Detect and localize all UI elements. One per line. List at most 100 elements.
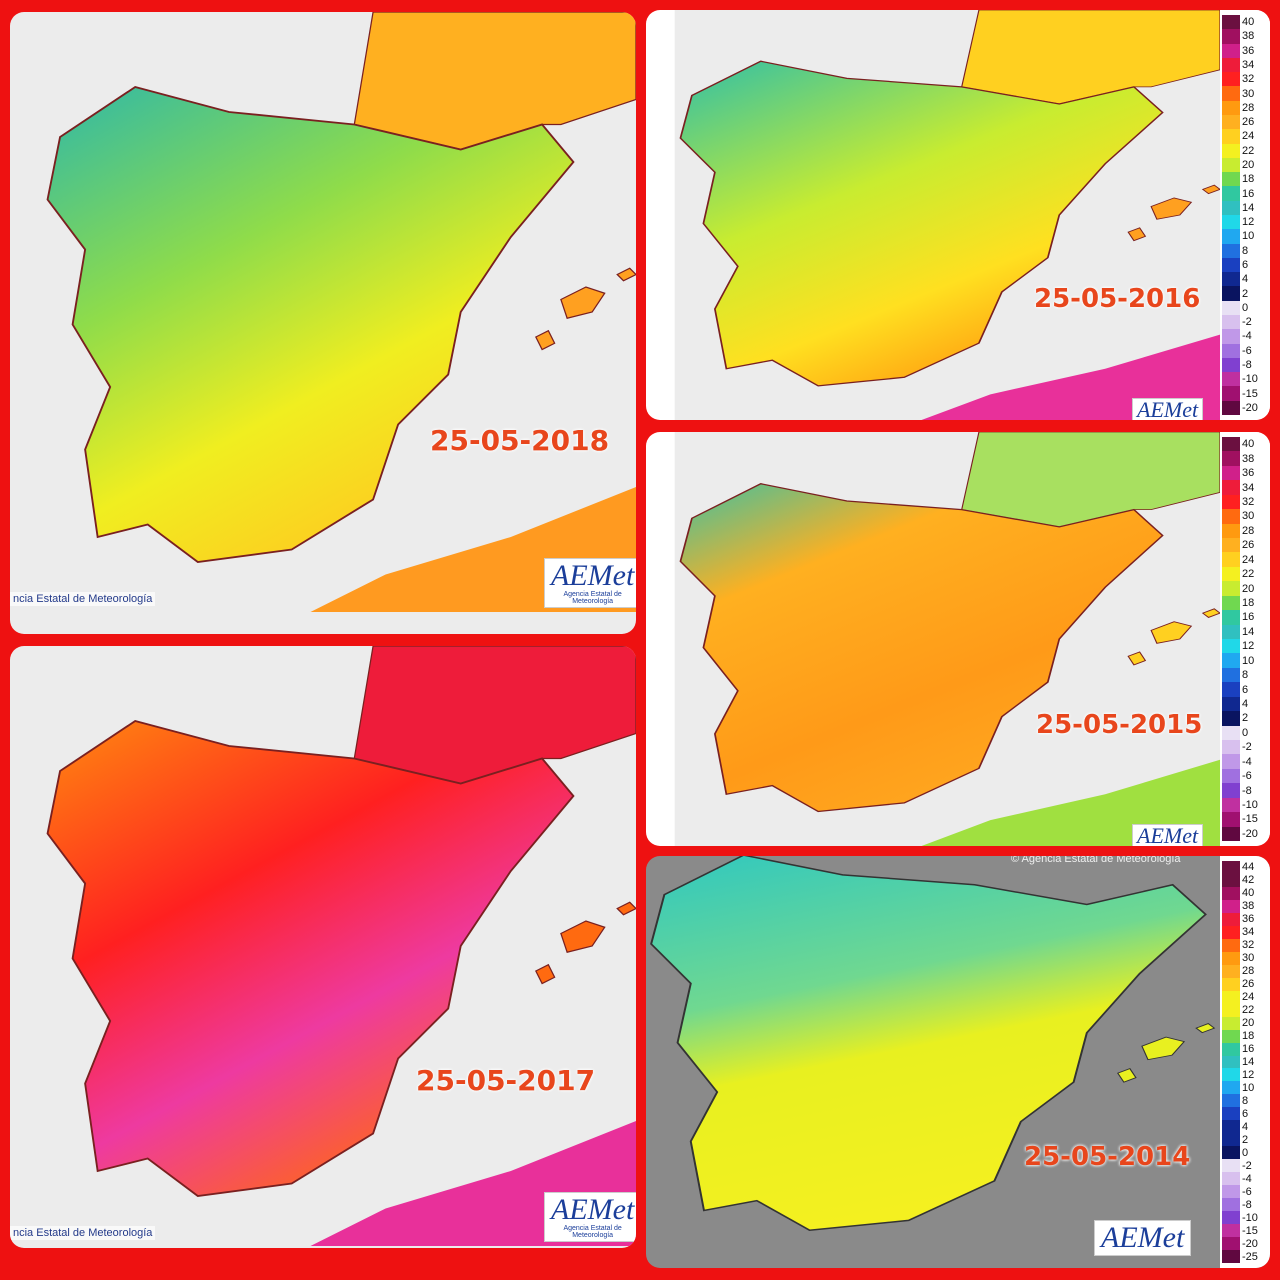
scale-label: 8 [1242,244,1249,257]
scale-label: 36 [1242,913,1255,926]
scale-label: 16 [1242,187,1255,200]
scale-swatch [1222,129,1240,145]
scale-label: 20 [1242,582,1255,595]
scale-swatch [1222,1172,1240,1186]
scale-label: 28 [1242,965,1255,978]
scale-swatch [1222,15,1240,30]
date-label: 25-05-2018 [430,424,610,457]
scale-label: -20 [1242,827,1258,840]
scale-swatch [1222,343,1240,359]
scale-swatch [1222,624,1240,640]
scale-swatch [1222,200,1240,216]
scale-label: 2 [1242,712,1249,725]
scale-swatch [1222,912,1240,927]
logo-text: AEMet [1137,397,1199,421]
scale-swatch [1222,523,1240,539]
scale-swatch [1222,1237,1240,1251]
scale-label: 14 [1242,1056,1255,1068]
scale-label: 4 [1242,697,1249,710]
logo-text: AEMet [551,559,635,592]
scale-swatch [1222,899,1240,914]
scale-label: -4 [1242,755,1252,768]
scale-swatch [1222,768,1240,784]
scale-label: 6 [1242,1107,1249,1120]
date-label: 25-05-2014 [1024,1142,1191,1172]
scale-swatch [1222,595,1240,611]
scale-swatch [1222,494,1240,510]
map [646,856,1220,1268]
scale-label: 18 [1242,173,1255,186]
scale-label: -4 [1242,1172,1252,1185]
scale-swatch [1222,1250,1240,1264]
scale-swatch [1222,783,1240,799]
scale-label: -25 [1242,1250,1258,1263]
scale-swatch [1222,509,1240,525]
scale-swatch [1222,725,1240,741]
scale-swatch [1222,157,1240,173]
credit: © Agencia Estatal de Meteorología [1011,856,1181,865]
map-panel: 25-05-2017 ncia Estatal de Meteorología … [10,646,636,1248]
scale-label: 26 [1242,539,1255,552]
scale-label: 40 [1242,16,1255,29]
scale-label: -2 [1242,1159,1252,1172]
scale-swatch [1222,740,1240,755]
scale-label: 32 [1242,939,1255,952]
scale-swatch [1222,1094,1240,1108]
logo: AEMet Agencia Estatal de Meteorología [544,558,636,608]
scale-label: 36 [1242,44,1255,57]
map-panel: 25-05-2015 AEMet 40 38 36 34 32 30 28 26 24 22 20 1… [646,432,1270,846]
scale-label: 14 [1242,201,1255,214]
scale-swatch [1222,925,1240,940]
scale-swatch [1222,100,1240,116]
scale-swatch [1222,72,1240,87]
scale-swatch [1222,243,1240,259]
scale-swatch [1222,1133,1240,1147]
map [674,10,1220,420]
scale-label: 10 [1242,230,1255,243]
scale-swatch [1222,1198,1240,1212]
scale-swatch [1222,386,1240,402]
scale-label: 14 [1242,625,1255,638]
map [10,12,636,612]
scale-swatch [1222,86,1240,102]
scale-swatch [1222,1003,1240,1018]
date-label: 25-05-2017 [416,1064,596,1097]
scale-swatch [1222,990,1240,1005]
scale-swatch [1222,886,1240,901]
scale-swatch [1222,861,1240,875]
scale-swatch [1222,437,1240,452]
logo-text: AEMet [1101,1221,1185,1254]
scale-label: -10 [1242,1211,1258,1224]
scale-label: 30 [1242,952,1255,965]
scale-label: 28 [1242,524,1255,537]
scale-label: -8 [1242,1198,1252,1211]
scale-label: 10 [1242,1081,1255,1094]
scale-label: -10 [1242,798,1258,811]
scale-label: 4 [1242,273,1249,286]
logo-text: AEMet [1137,823,1199,847]
scale-label: -15 [1242,1224,1258,1237]
scale-label: -15 [1242,813,1258,826]
scale-swatch [1222,938,1240,953]
scale-label: 6 [1242,259,1249,271]
scale-swatch [1222,1055,1240,1069]
scale-label: -4 [1242,330,1252,343]
scale-label: 36 [1242,467,1255,480]
scale-swatch [1222,711,1240,727]
scale-swatch [1222,357,1240,373]
scale-label: 4 [1242,1120,1249,1133]
scale-swatch [1222,610,1240,626]
scale-swatch [1222,1016,1240,1031]
logo: AEMet [1132,397,1204,421]
scale-swatch [1222,215,1240,230]
scale-swatch [1222,300,1240,316]
scale-swatch [1222,115,1240,130]
scale-label: -2 [1242,741,1252,754]
scale-swatch [1222,1107,1240,1121]
scale-label: 42 [1242,874,1255,887]
scale-swatch [1222,400,1240,416]
date-label: 25-05-2016 [1034,284,1201,314]
map-panel: 25-05-2018 ncia Estatal de Meteorología … [10,12,636,634]
logo: AEMet [1132,823,1204,847]
